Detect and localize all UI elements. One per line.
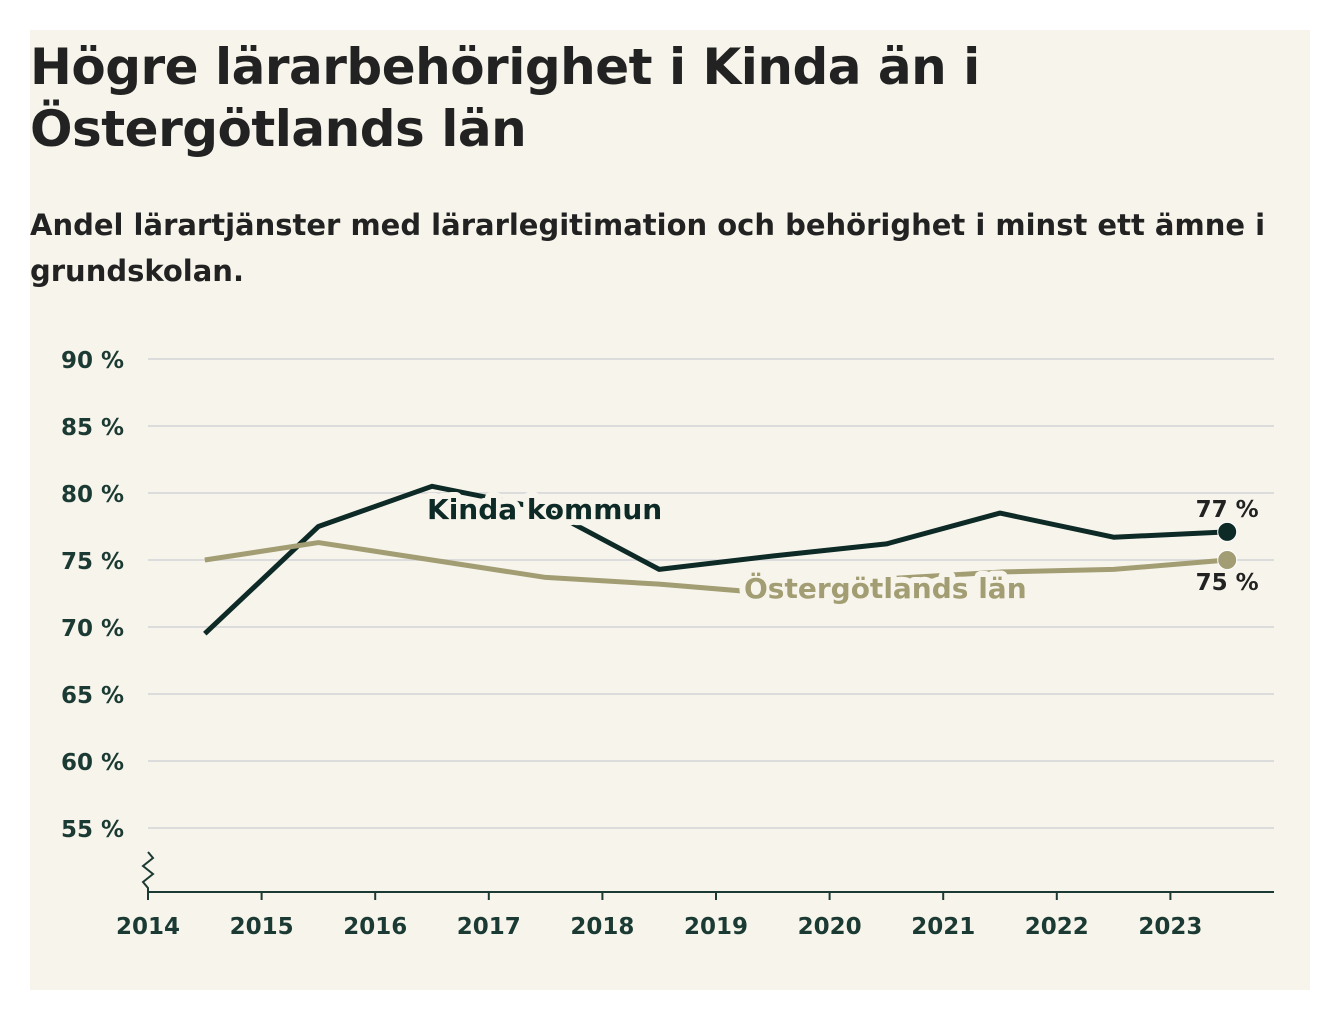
- y-tick-label: 70 %: [61, 616, 124, 642]
- y-tick-label: 55 %: [61, 817, 124, 843]
- series-label-kinda: Kinda kommun: [427, 493, 662, 526]
- x-tick-label: 2023: [1138, 914, 1202, 940]
- y-tick-label: 75 %: [61, 549, 124, 575]
- series-label-halo: Kinda kommun: [427, 493, 662, 526]
- axis-break-icon: [141, 851, 155, 892]
- end-label-kinda: 77 %: [1196, 497, 1259, 523]
- x-tick-label: 2015: [230, 914, 294, 940]
- y-tick-label: 60 %: [61, 750, 124, 776]
- y-tick-label: 80 %: [61, 482, 124, 508]
- x-axis: 2014 2015 2016 2017 2018 2019 2020 2021 2022 2023: [116, 851, 1274, 940]
- x-tick-label: 2021: [911, 914, 975, 940]
- x-tick-label: 2016: [343, 914, 407, 940]
- endpoint-kinda: [1217, 521, 1238, 542]
- x-tick-label: 2017: [457, 914, 521, 940]
- y-tick-label: 85 %: [61, 415, 124, 441]
- endpoint-lan: [1217, 550, 1238, 570]
- y-tick-label: 65 %: [61, 683, 124, 709]
- series-line-lan: [204, 540, 1228, 596]
- end-label-lan: 75 %: [1196, 570, 1259, 596]
- chart-title: Högre lärarbehörighet i Kinda än i Öster…: [30, 38, 980, 158]
- x-tick-label: 2022: [1025, 914, 1089, 940]
- x-tick-label: 2014: [116, 914, 180, 940]
- gridlines: 55 % 60 % 65 % 70 % 75 % 80 % 85 % 90 %: [61, 348, 1274, 843]
- x-tick-label: 2018: [570, 914, 634, 940]
- chart-subtitle: Andel lärartjänster med lärarlegitimatio…: [30, 208, 1266, 288]
- end-label-halo: 75 %: [1196, 570, 1259, 596]
- series-label-lan: Östergötlands län: [744, 571, 1027, 605]
- end-label-halo: 77 %: [1196, 497, 1259, 523]
- x-tick-label: 2020: [798, 914, 862, 940]
- series-label-halo: Östergötlands län: [744, 571, 1027, 605]
- series-line-kinda: [203, 483, 1228, 636]
- x-tick-label: 2019: [684, 914, 748, 940]
- chart-card: Högre lärarbehörighet i Kinda än i Öster…: [30, 30, 1310, 990]
- series-lines: [203, 483, 1238, 636]
- y-tick-label: 90 %: [61, 348, 124, 374]
